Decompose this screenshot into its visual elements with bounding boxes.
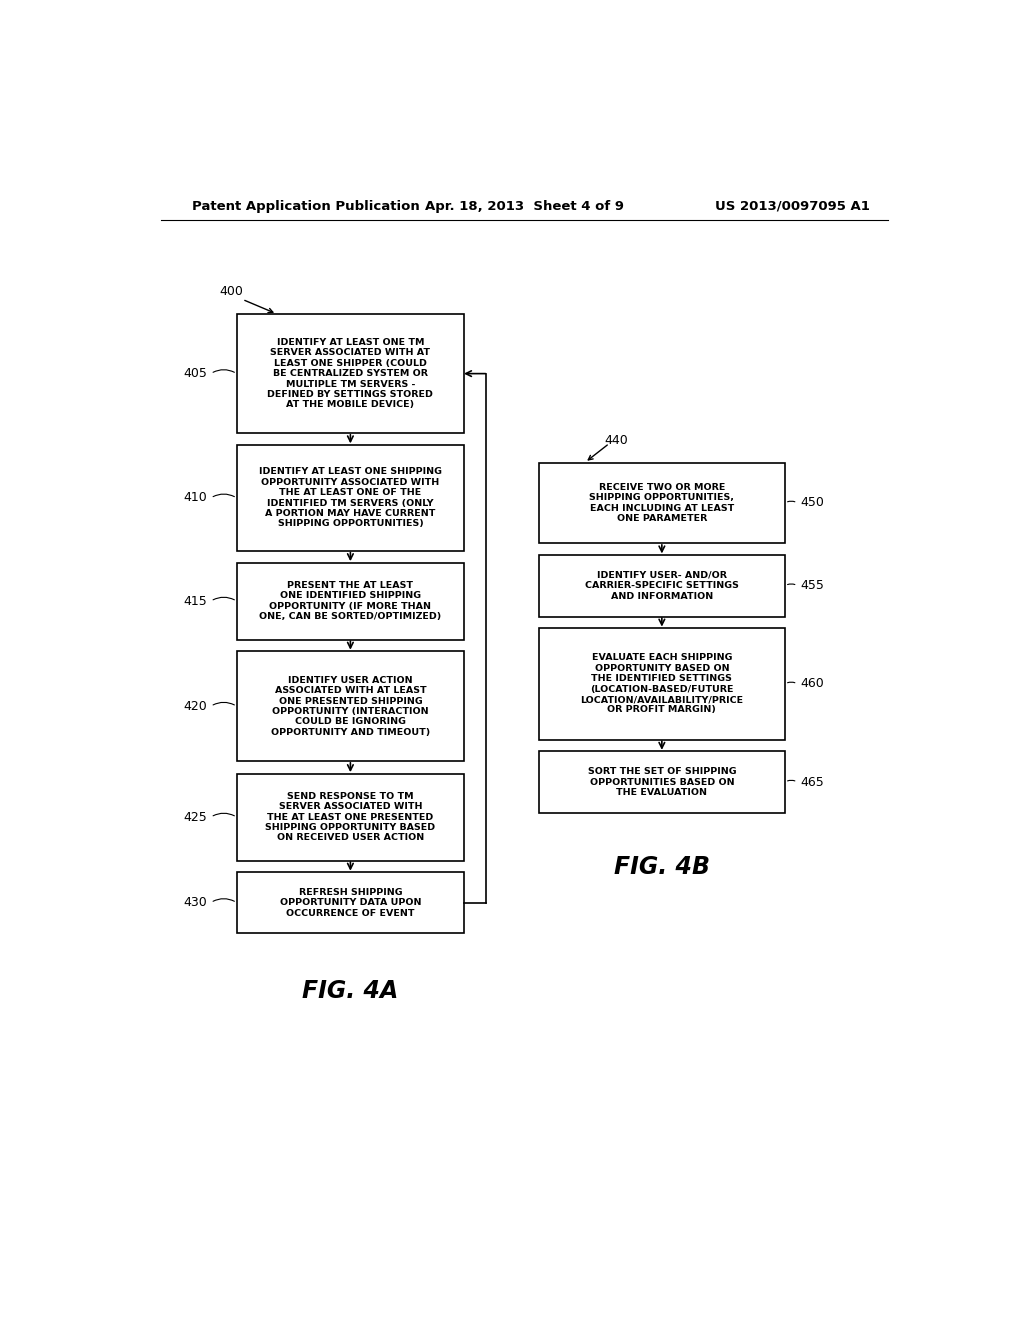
Bar xyxy=(539,751,785,813)
Bar xyxy=(237,873,464,933)
Text: 465: 465 xyxy=(801,776,824,788)
Text: EVALUATE EACH SHIPPING
OPPORTUNITY BASED ON
THE IDENTIFIED SETTINGS
(LOCATION-BA: EVALUATE EACH SHIPPING OPPORTUNITY BASED… xyxy=(581,653,743,714)
Text: SORT THE SET OF SHIPPING
OPPORTUNITIES BASED ON
THE EVALUATION: SORT THE SET OF SHIPPING OPPORTUNITIES B… xyxy=(588,767,736,797)
Bar xyxy=(237,651,464,762)
Text: 440: 440 xyxy=(604,434,628,447)
Text: IDENTIFY USER ACTION
ASSOCIATED WITH AT LEAST
ONE PRESENTED SHIPPING
OPPORTUNITY: IDENTIFY USER ACTION ASSOCIATED WITH AT … xyxy=(270,676,430,737)
Text: 450: 450 xyxy=(801,496,824,510)
Text: FIG. 4B: FIG. 4B xyxy=(613,855,710,879)
Bar xyxy=(237,774,464,861)
Text: IDENTIFY USER- AND/OR
CARRIER-SPECIFIC SETTINGS
AND INFORMATION: IDENTIFY USER- AND/OR CARRIER-SPECIFIC S… xyxy=(585,570,738,601)
Text: 415: 415 xyxy=(184,594,208,607)
Text: US 2013/0097095 A1: US 2013/0097095 A1 xyxy=(715,199,869,213)
Text: Apr. 18, 2013  Sheet 4 of 9: Apr. 18, 2013 Sheet 4 of 9 xyxy=(425,199,625,213)
Text: REFRESH SHIPPING
OPPORTUNITY DATA UPON
OCCURRENCE OF EVENT: REFRESH SHIPPING OPPORTUNITY DATA UPON O… xyxy=(280,888,421,917)
Text: 400: 400 xyxy=(219,285,243,298)
Bar xyxy=(237,562,464,640)
Bar xyxy=(539,554,785,616)
Text: 460: 460 xyxy=(801,677,824,690)
Text: IDENTIFY AT LEAST ONE TM
SERVER ASSOCIATED WITH AT
LEAST ONE SHIPPER (COULD
BE C: IDENTIFY AT LEAST ONE TM SERVER ASSOCIAT… xyxy=(267,338,433,409)
Text: SEND RESPONSE TO TM
SERVER ASSOCIATED WITH
THE AT LEAST ONE PRESENTED
SHIPPING O: SEND RESPONSE TO TM SERVER ASSOCIATED WI… xyxy=(265,792,435,842)
Text: IDENTIFY AT LEAST ONE SHIPPING
OPPORTUNITY ASSOCIATED WITH
THE AT LEAST ONE OF T: IDENTIFY AT LEAST ONE SHIPPING OPPORTUNI… xyxy=(259,467,442,528)
Text: 430: 430 xyxy=(184,896,208,909)
Bar xyxy=(539,628,785,739)
Text: 455: 455 xyxy=(801,579,824,593)
Text: Patent Application Publication: Patent Application Publication xyxy=(193,199,420,213)
Text: 420: 420 xyxy=(184,700,208,713)
Bar xyxy=(237,445,464,552)
Text: 425: 425 xyxy=(184,810,208,824)
Text: RECEIVE TWO OR MORE
SHIPPING OPPORTUNITIES,
EACH INCLUDING AT LEAST
ONE PARAMETE: RECEIVE TWO OR MORE SHIPPING OPPORTUNITI… xyxy=(590,483,734,523)
Text: FIG. 4A: FIG. 4A xyxy=(302,979,398,1003)
Text: PRESENT THE AT LEAST
ONE IDENTIFIED SHIPPING
OPPORTUNITY (IF MORE THAN
ONE, CAN : PRESENT THE AT LEAST ONE IDENTIFIED SHIP… xyxy=(259,581,441,622)
Bar xyxy=(539,462,785,544)
Text: 410: 410 xyxy=(184,491,208,504)
Bar xyxy=(237,314,464,433)
Text: 405: 405 xyxy=(183,367,208,380)
